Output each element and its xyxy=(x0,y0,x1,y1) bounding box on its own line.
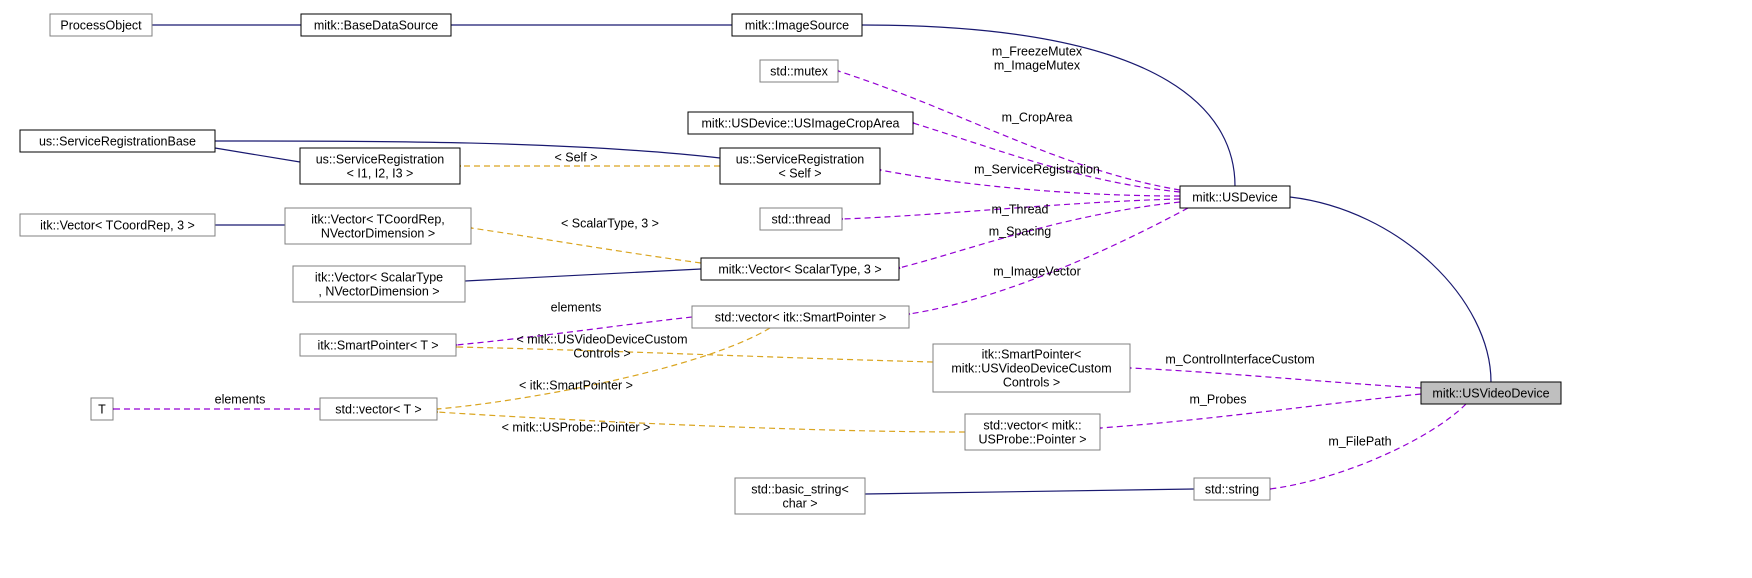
node-label: mitk::USVideoDevice xyxy=(1432,386,1549,400)
node-label: NVectorDimension > xyxy=(321,226,435,240)
node-label: us::ServiceRegistrationBase xyxy=(39,134,196,148)
node-mitkVectorS3[interactable]: mitk::Vector< ScalarType, 3 > xyxy=(701,258,899,280)
node-label: mitk::BaseDataSource xyxy=(314,18,438,32)
edge-label: m_ServiceRegistration xyxy=(974,162,1100,176)
node-basicString[interactable]: std::basic_string<char > xyxy=(735,478,865,514)
edge-label: m_ImageMutex xyxy=(994,58,1081,72)
edge-label: < ScalarType, 3 > xyxy=(561,216,659,230)
node-stdthread[interactable]: std::thread xyxy=(760,208,842,230)
node-itkVectorSN[interactable]: itk::Vector< ScalarType, NVectorDimensio… xyxy=(293,266,465,302)
node-itkVectorTN[interactable]: itk::Vector< TCoordRep,NVectorDimension … xyxy=(285,208,471,244)
edge-label: m_ControlInterfaceCustom xyxy=(1165,352,1314,366)
node-label: USProbe::Pointer > xyxy=(978,432,1086,446)
node-label: std::string xyxy=(1205,482,1259,496)
node-T[interactable]: T xyxy=(91,398,113,420)
edge-label: Controls > xyxy=(573,346,630,360)
edge-label: elements xyxy=(215,392,266,406)
node-label: Controls > xyxy=(1003,375,1060,389)
node-label: mitk::ImageSource xyxy=(745,18,849,32)
edge-USVideoDevice-USDevice xyxy=(1290,197,1491,382)
node-ServiceRegistrationSelf[interactable]: us::ServiceRegistration< Self > xyxy=(720,148,880,184)
node-label: std::vector< itk::SmartPointer > xyxy=(715,310,887,324)
edge-label: < mitk::USVideoDeviceCustom xyxy=(516,332,687,346)
node-label: std::thread xyxy=(771,212,830,226)
node-label: us::ServiceRegistration xyxy=(736,152,865,166)
node-label: itk::Vector< TCoordRep, xyxy=(311,212,445,226)
node-ImageSource[interactable]: mitk::ImageSource xyxy=(732,14,862,36)
node-ServiceRegistrationBase[interactable]: us::ServiceRegistrationBase xyxy=(20,130,215,152)
node-label: itk::Vector< TCoordRep, 3 > xyxy=(40,218,195,232)
edge-label: m_ImageVector xyxy=(993,264,1081,278)
inheritance-diagram: m_FreezeMutexm_ImageMutex m_CropArea m_Ser… xyxy=(0,0,1752,578)
edge-ServiceRegistrationI-ServiceRegistrationBase xyxy=(215,148,300,162)
edge-ServiceRegistrationSelf-ServiceRegistrationBase xyxy=(215,141,720,158)
edge-stdstring-basicString xyxy=(865,489,1194,494)
node-label: , NVectorDimension > xyxy=(318,284,439,298)
node-SmartPointerT[interactable]: itk::SmartPointer< T > xyxy=(300,334,456,356)
edge-label: m_Probes xyxy=(1190,392,1247,406)
node-label: ProcessObject xyxy=(60,18,142,32)
node-label: itk::Vector< ScalarType xyxy=(315,270,443,284)
node-label: std::vector< mitk:: xyxy=(983,418,1081,432)
node-BaseDataSource[interactable]: mitk::BaseDataSource xyxy=(301,14,451,36)
edge-label: m_Thread xyxy=(992,202,1049,216)
node-stdmutex[interactable]: std::mutex xyxy=(760,60,838,82)
node-USImageCropArea[interactable]: mitk::USDevice::USImageCropArea xyxy=(688,112,913,134)
edge-label: m_FilePath xyxy=(1328,434,1391,448)
node-label: mitk::Vector< ScalarType, 3 > xyxy=(718,262,881,276)
node-label: mitk::USDevice::USImageCropArea xyxy=(702,116,900,130)
edge-USVideoDevice-SmartPointerCustom xyxy=(1130,368,1421,388)
node-label: itk::SmartPointer< T > xyxy=(317,338,438,352)
node-label: < Self > xyxy=(778,166,821,180)
node-label: std::vector< T > xyxy=(335,402,421,416)
node-label: < I1, I2, I3 > xyxy=(347,166,414,180)
edge-label: m_Spacing xyxy=(989,224,1052,238)
node-label: T xyxy=(98,402,106,416)
edge-mitkVectorS3-itkVectorSN xyxy=(465,269,701,281)
node-stdstring[interactable]: std::string xyxy=(1194,478,1270,500)
edge-label: < itk::SmartPointer > xyxy=(519,378,633,392)
edge-label: < Self > xyxy=(554,150,597,164)
node-label: std::mutex xyxy=(770,64,828,78)
node-label: mitk::USVideoDeviceCustom xyxy=(951,361,1111,375)
node-SmartPointerCustom[interactable]: itk::SmartPointer<mitk::USVideoDeviceCus… xyxy=(933,344,1130,392)
edge-label: m_CropArea xyxy=(1002,110,1073,124)
node-USDevice[interactable]: mitk::USDevice xyxy=(1180,186,1290,208)
node-label: itk::SmartPointer< xyxy=(982,347,1082,361)
edge-label: m_FreezeMutex xyxy=(992,44,1083,58)
node-USVideoDevice[interactable]: mitk::USVideoDevice xyxy=(1421,382,1561,404)
node-ProcessObject[interactable]: ProcessObject xyxy=(50,14,152,36)
node-vectorSmartPtr[interactable]: std::vector< itk::SmartPointer > xyxy=(692,306,909,328)
edge-label: elements xyxy=(551,300,602,314)
node-ServiceRegistrationI[interactable]: us::ServiceRegistration< I1, I2, I3 > xyxy=(300,148,460,184)
node-label: us::ServiceRegistration xyxy=(316,152,445,166)
node-itkVector3[interactable]: itk::Vector< TCoordRep, 3 > xyxy=(20,214,215,236)
node-label: mitk::USDevice xyxy=(1192,190,1277,204)
node-vectorT[interactable]: std::vector< T > xyxy=(320,398,437,420)
node-vectorProbe[interactable]: std::vector< mitk::USProbe::Pointer > xyxy=(965,414,1100,450)
edge-USVideoDevice-vectorProbe xyxy=(1100,394,1421,428)
node-label: char > xyxy=(782,496,817,510)
node-label: std::basic_string< xyxy=(751,482,849,496)
edge-mitkVectorS3-itkVectorTN xyxy=(471,228,701,263)
edge-label: < mitk::USProbe::Pointer > xyxy=(502,420,651,434)
